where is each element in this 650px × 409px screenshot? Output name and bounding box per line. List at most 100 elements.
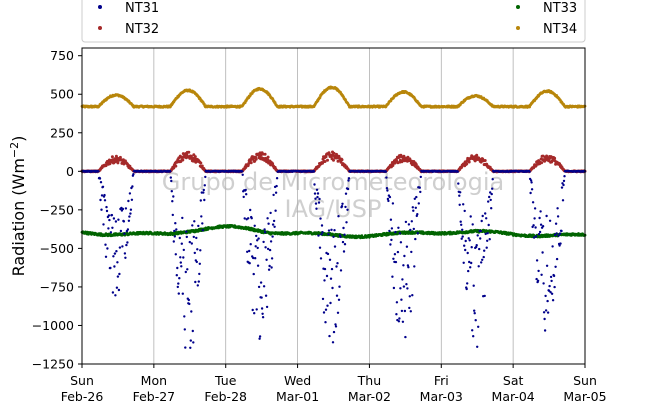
nt31-point bbox=[115, 286, 119, 289]
nt31-point bbox=[272, 193, 275, 197]
nt31-point bbox=[242, 195, 245, 199]
y-tick-label: 0 bbox=[66, 164, 74, 179]
nt31-point bbox=[320, 233, 323, 236]
x-tick-label-day: Thu bbox=[357, 373, 381, 388]
nt31-point bbox=[411, 206, 414, 209]
legend-frame bbox=[81, 0, 586, 43]
nt31-point bbox=[403, 254, 406, 258]
nt31-point bbox=[178, 277, 181, 280]
nt31-point bbox=[544, 309, 548, 312]
nt31-point bbox=[197, 280, 200, 283]
nt31-point bbox=[462, 203, 465, 206]
nt31-point bbox=[122, 220, 126, 223]
nt31-point bbox=[479, 237, 482, 240]
legend-marker bbox=[516, 5, 520, 9]
nt31-point bbox=[529, 179, 533, 182]
nt31-point bbox=[529, 191, 532, 195]
nt31-point bbox=[191, 224, 194, 227]
nt31-point bbox=[319, 217, 322, 220]
nt31-point bbox=[105, 205, 108, 209]
nt31-point bbox=[128, 215, 131, 218]
nt31-point bbox=[101, 185, 105, 188]
nt31-point bbox=[416, 213, 419, 216]
nt31-point bbox=[184, 270, 187, 274]
nt31-point bbox=[487, 223, 490, 227]
nt31-point bbox=[465, 287, 468, 291]
nt31-point bbox=[347, 177, 351, 180]
nt31-point bbox=[395, 313, 398, 316]
y-tick-label: −1250 bbox=[32, 357, 74, 372]
nt31-point bbox=[179, 261, 182, 264]
nt31-point bbox=[331, 286, 334, 290]
nt31-point bbox=[539, 223, 543, 226]
nt31-point bbox=[253, 312, 256, 315]
nt31-point bbox=[178, 236, 181, 240]
nt31-point bbox=[110, 213, 114, 217]
nt31-point bbox=[538, 216, 541, 220]
nt31-point bbox=[531, 201, 535, 204]
nt31-point bbox=[314, 197, 317, 200]
nt31-point bbox=[171, 213, 174, 217]
nt31-point bbox=[123, 232, 126, 235]
nt31-point bbox=[384, 170, 388, 173]
nt31-point bbox=[172, 195, 175, 198]
nt31-point bbox=[201, 229, 204, 232]
nt31-point bbox=[98, 177, 102, 180]
nt31-point bbox=[314, 202, 318, 205]
nt31-point bbox=[99, 181, 103, 184]
nt31-point bbox=[543, 317, 546, 321]
nt31-point bbox=[194, 280, 197, 284]
nt31-point bbox=[174, 253, 177, 256]
nt31-point bbox=[332, 330, 336, 334]
nt31-point bbox=[261, 316, 265, 319]
nt31-point bbox=[398, 317, 401, 320]
nt31-point bbox=[255, 234, 258, 238]
nt31-point bbox=[193, 220, 196, 223]
nt31-point bbox=[266, 217, 269, 220]
nt31-point bbox=[548, 284, 551, 288]
nt31-point bbox=[554, 222, 558, 225]
nt32-point bbox=[483, 159, 487, 162]
nt31-point bbox=[105, 209, 109, 213]
nt31-point bbox=[111, 226, 114, 229]
nt31-point bbox=[259, 281, 263, 284]
nt31-point bbox=[541, 225, 545, 228]
legend-marker bbox=[98, 26, 102, 30]
nt31-point bbox=[243, 217, 246, 220]
nt31-point bbox=[115, 250, 118, 253]
nt31-point bbox=[126, 228, 130, 231]
nt31-point bbox=[392, 257, 395, 260]
nt31-point bbox=[108, 218, 111, 222]
nt31-point bbox=[331, 341, 335, 344]
nt31-point bbox=[477, 265, 480, 268]
nt31-point bbox=[471, 329, 474, 332]
nt31-point bbox=[547, 289, 551, 292]
nt31-point bbox=[328, 334, 331, 338]
nt31-point bbox=[487, 200, 490, 203]
nt31-point bbox=[272, 219, 276, 223]
nt31-point bbox=[201, 222, 204, 225]
nt31-point bbox=[191, 329, 194, 333]
nt31-point bbox=[189, 339, 192, 342]
nt31-point bbox=[474, 319, 477, 322]
nt31-point bbox=[265, 258, 268, 261]
nt31-point bbox=[202, 191, 205, 194]
nt31-point bbox=[539, 210, 542, 213]
nt31-point bbox=[542, 282, 545, 285]
nt32-point bbox=[332, 158, 335, 162]
nt31-point bbox=[339, 235, 342, 239]
nt31-point bbox=[491, 187, 494, 190]
nt31-point bbox=[182, 248, 185, 252]
nt32-point bbox=[414, 163, 418, 166]
nt31-point bbox=[480, 261, 483, 264]
nt31-point bbox=[558, 232, 562, 235]
nt31-point bbox=[188, 240, 191, 244]
nt31-point bbox=[412, 227, 415, 231]
nt31-point bbox=[338, 285, 341, 288]
nt31-point bbox=[330, 267, 334, 271]
nt31-point bbox=[270, 257, 274, 260]
nt31-point bbox=[485, 246, 488, 249]
nt31-point bbox=[329, 277, 333, 280]
nt31-point bbox=[321, 231, 324, 234]
nt31-point bbox=[533, 217, 536, 220]
